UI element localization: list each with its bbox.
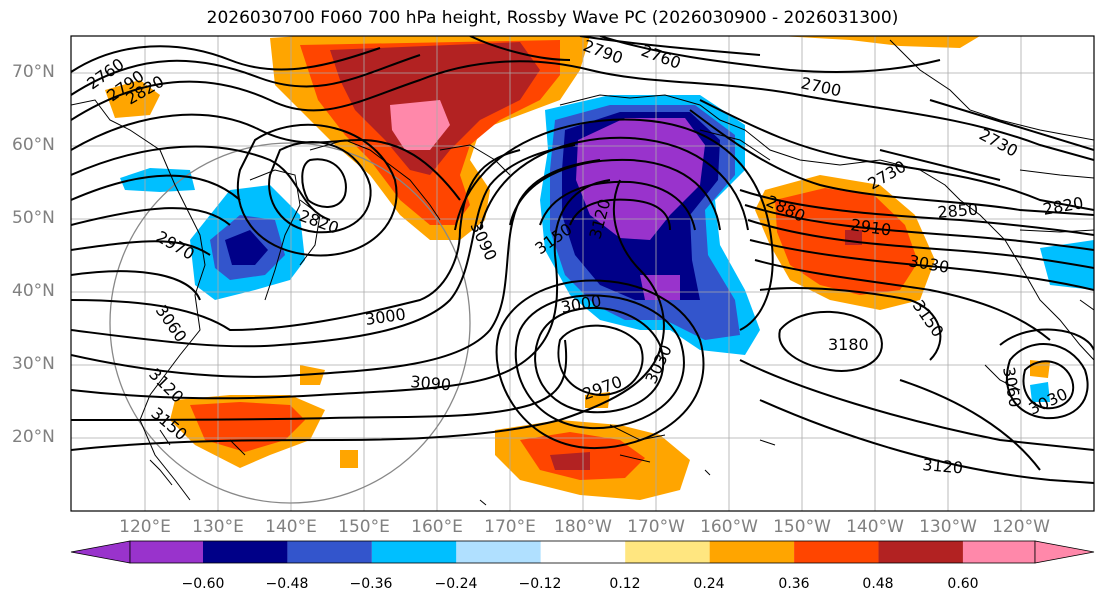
reference-circle <box>109 142 471 504</box>
lon-label: 120°E <box>119 517 171 537</box>
colorbar-cell <box>625 541 710 563</box>
lat-label: 70°N <box>12 62 55 82</box>
lon-label: 160°E <box>411 517 463 537</box>
colorbar-cell <box>540 541 626 563</box>
colorbar-tick-label: 0.12 <box>609 576 641 592</box>
colorbar-cell <box>794 541 879 563</box>
lat-label: 20°N <box>12 427 55 447</box>
colorbar-cells <box>129 540 1036 564</box>
colorbar-tick-label: 0.24 <box>693 576 725 592</box>
lat-label: 60°N <box>12 135 55 155</box>
contour-label: 3090 <box>410 372 452 394</box>
colorbar-tick-label: −0.12 <box>518 576 562 592</box>
lat-label: 50°N <box>12 208 55 228</box>
contour-label: 3120 <box>922 455 964 477</box>
lon-label: 150°W <box>773 517 831 537</box>
lon-label: 120°W <box>992 517 1050 537</box>
colorbar-cell <box>709 541 795 563</box>
colorbar-tick-label: 0.36 <box>778 576 810 592</box>
colorbar-tick-label: 0.48 <box>862 576 894 592</box>
colorbar-cell <box>130 541 203 563</box>
contour-label: 2850 <box>937 200 979 222</box>
lon-label: 130°W <box>919 517 977 537</box>
lon-label: 170°E <box>484 517 536 537</box>
lon-label: 150°E <box>338 517 390 537</box>
colorbar-extend-max <box>1034 540 1095 564</box>
colorbar-cell <box>456 541 541 563</box>
lat-label: 30°N <box>12 354 55 374</box>
colorbar-cell <box>878 541 963 563</box>
lon-label: 180°W <box>554 517 612 537</box>
colorbar-cell <box>962 541 1035 563</box>
colorbar-tick-label: −0.36 <box>349 576 393 592</box>
lon-label: 160°W <box>700 517 758 537</box>
colorbar-tick-label: 0.60 <box>947 576 979 592</box>
negative-anomaly-west <box>120 168 1094 402</box>
lon-label: 140°E <box>265 517 317 537</box>
height-contours <box>71 36 1094 484</box>
colorbar-cell <box>203 541 288 563</box>
contour-label: 3180 <box>828 335 869 354</box>
map-title: 2026030700 F060 700 hPa height, Rossby W… <box>206 8 899 28</box>
lon-label: 170°W <box>627 517 685 537</box>
map-frame <box>70 35 1095 512</box>
colorbar-tick-label: −0.60 <box>181 576 225 592</box>
lat-label: 40°N <box>12 281 55 301</box>
colorbar-tick-label: −0.24 <box>434 576 478 592</box>
lon-label: 140°W <box>846 517 904 537</box>
colorbar-cell <box>287 541 372 563</box>
map-plot-area <box>71 36 1094 511</box>
colorbar-tick-label: −0.48 <box>265 576 309 592</box>
colorbar-extend-min <box>70 540 131 564</box>
colorbar <box>70 540 1095 564</box>
colorbar-cell <box>371 541 457 563</box>
lon-label: 130°E <box>192 517 244 537</box>
